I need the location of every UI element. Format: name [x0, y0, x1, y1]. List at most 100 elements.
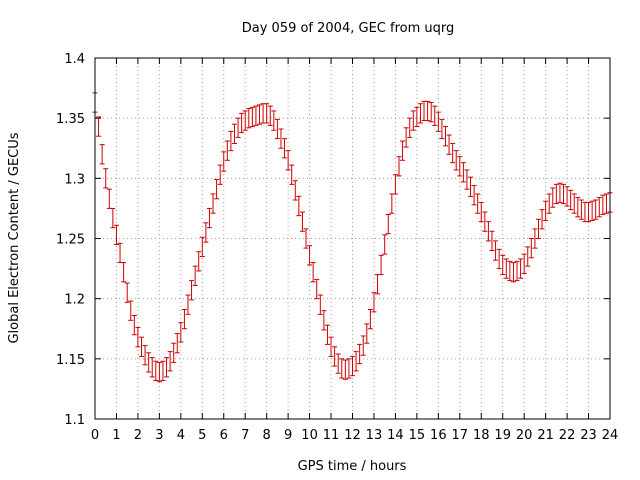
data-point: [224, 140, 230, 161]
data-point: [396, 156, 402, 177]
x-tick-label: 17: [452, 428, 469, 443]
data-point: [586, 201, 592, 223]
data-point: [217, 164, 223, 185]
data-point: [425, 100, 431, 122]
x-tick-label: 3: [155, 428, 163, 443]
x-tick-label: 8: [263, 428, 271, 443]
data-point: [378, 254, 384, 276]
data-point: [575, 197, 581, 218]
data-point: [274, 118, 280, 140]
data-point: [142, 345, 148, 366]
data-point: [510, 262, 516, 283]
data-point: [307, 245, 313, 266]
data-point: [310, 262, 316, 283]
data-point: [246, 108, 252, 129]
data-point: [600, 194, 606, 215]
data-point: [471, 185, 477, 206]
data-point: [553, 183, 559, 205]
data-point: [156, 361, 162, 383]
data-point: [432, 105, 438, 126]
data-point: [568, 189, 574, 211]
data-point: [460, 162, 466, 183]
x-tick-label: 5: [198, 428, 206, 443]
x-tick-label: 4: [177, 428, 185, 443]
data-point: [332, 346, 338, 367]
data-point: [342, 359, 348, 380]
data-point: [518, 258, 524, 279]
data-point: [260, 103, 266, 124]
x-tick-label: 14: [387, 428, 404, 443]
data-point: [589, 200, 595, 221]
data-point: [264, 103, 270, 124]
data-point: [178, 322, 184, 343]
axis-ticks: 0 1 2 3 4 5 6 7 8 9 10 11 12 13 14 15 16 17 18 19 20 21 22 23 24…: [56, 52, 618, 443]
data-point: [385, 213, 391, 235]
data-point: [525, 246, 531, 267]
data-point: [174, 333, 180, 354]
data-point: [124, 282, 130, 303]
data-point: [185, 294, 191, 315]
data-point: [321, 310, 327, 331]
x-tick-label: 2: [134, 428, 142, 443]
data-point: [464, 169, 470, 190]
y-tick-label: 1.1: [64, 413, 85, 428]
data-point: [146, 352, 152, 373]
data-point: [242, 110, 248, 131]
data-point: [364, 323, 370, 344]
data-point: [557, 182, 563, 203]
chart-title: Day 059 of 2004, GEC from uqrg: [242, 21, 455, 36]
data-point: [392, 174, 398, 195]
y-tick-label: 1.35: [56, 112, 85, 127]
y-axis-label: Global Electron Content / GECUs: [7, 132, 22, 343]
x-axis-label: GPS time / hours: [298, 459, 407, 474]
data-point: [468, 176, 474, 197]
data-point: [439, 118, 445, 140]
data-point: [139, 336, 145, 357]
data-point: [103, 168, 109, 189]
data-point: [593, 199, 599, 220]
data-point: [149, 357, 155, 378]
x-tick-label: 0: [91, 428, 99, 443]
data-point: [239, 112, 245, 134]
data-point: [267, 105, 273, 126]
data-point: [543, 200, 549, 221]
data-point: [535, 218, 541, 239]
x-tick-label: 11: [323, 428, 340, 443]
data-point: [296, 195, 302, 217]
data-point: [453, 150, 459, 171]
x-tick-label: 16: [430, 428, 447, 443]
data-point: [278, 128, 284, 149]
data-point: [550, 187, 556, 208]
data-point: [417, 103, 423, 124]
data-point: [96, 116, 102, 137]
data-point: [167, 351, 173, 372]
data-point: [482, 211, 488, 232]
data-point: [192, 265, 198, 286]
x-tick-label: 19: [494, 428, 511, 443]
x-tick-label: 23: [580, 428, 597, 443]
data-point: [328, 336, 334, 357]
data-point: [164, 357, 170, 378]
y-tick-label: 1.4: [64, 52, 85, 67]
data-point: [289, 164, 295, 185]
data-point: [171, 342, 177, 363]
data-point: [353, 351, 359, 372]
data-point: [446, 134, 452, 155]
data-point: [335, 353, 341, 374]
data-point: [382, 234, 388, 255]
x-tick-label: 18: [473, 428, 490, 443]
y-tick-label: 1.25: [56, 233, 85, 248]
y-tick-label: 1.3: [64, 172, 85, 187]
x-tick-label: 10: [301, 428, 318, 443]
data-point: [271, 110, 277, 131]
grid-lines: [95, 58, 610, 419]
data-point: [160, 360, 166, 381]
x-tick-label: 7: [241, 428, 249, 443]
data-point: [314, 278, 320, 300]
x-tick-label: 12: [344, 428, 361, 443]
data-point: [253, 105, 259, 126]
data-point: [221, 151, 227, 172]
data-point: [485, 221, 491, 242]
data-point: [282, 138, 288, 159]
data-point: [303, 228, 309, 249]
